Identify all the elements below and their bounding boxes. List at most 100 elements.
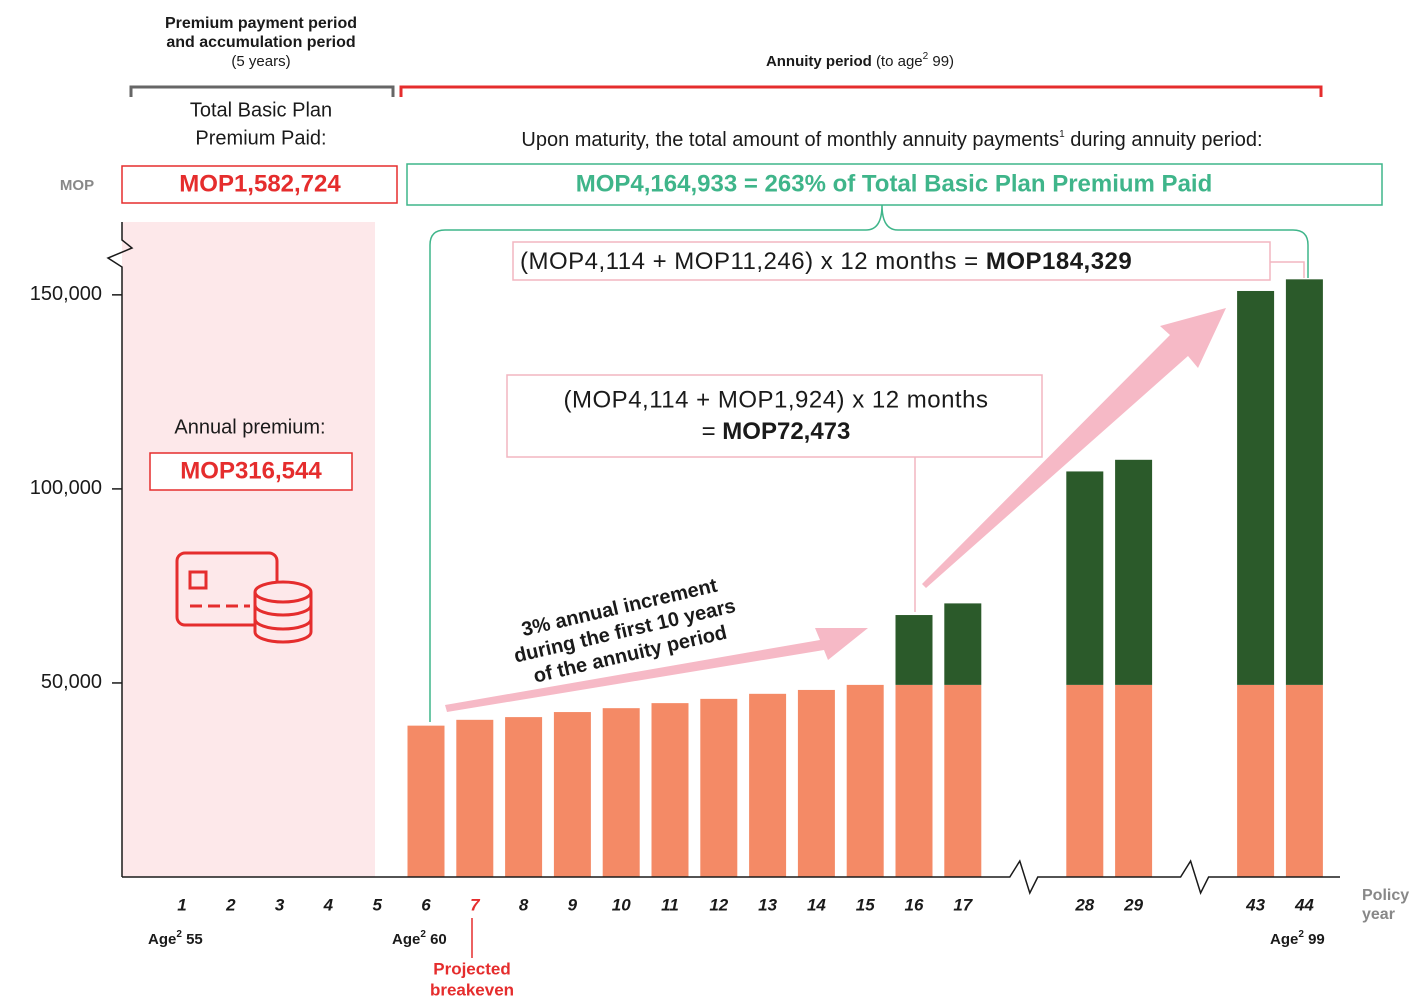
age-label: Age2 60 [392, 929, 447, 948]
y-tick-label: 100,000 [30, 477, 102, 499]
bar-segment [1237, 290, 1275, 685]
bar-segment [895, 684, 933, 877]
maturity-brace [429, 204, 1309, 722]
age: Age [148, 931, 176, 948]
payment-icon [175, 551, 313, 644]
x-tick-label: 11 [661, 895, 679, 914]
bar-segment [797, 689, 835, 877]
superscript: 2 [176, 929, 182, 940]
bar-segment [505, 717, 543, 877]
x-tick-label: 12 [709, 895, 728, 914]
formula-result: MOP72,473 [722, 418, 850, 445]
age: 55 [182, 931, 203, 948]
maturity-label: Upon maturity, the total amount of month… [521, 129, 1262, 152]
x-tick-label: 6 [421, 895, 431, 914]
annuity-age: 99) [928, 53, 954, 70]
connector [1270, 261, 1305, 278]
formula-box [506, 374, 1043, 458]
superscript: 2 [420, 929, 426, 940]
bar-segment [1285, 684, 1323, 877]
annuity-bracket [399, 85, 1323, 97]
total-paid-label: Total Basic Plan [190, 99, 332, 121]
x-tick-label: 7 [470, 895, 481, 914]
breakeven-label: Projected [433, 959, 510, 978]
formula-early: = MOP72,473 [702, 418, 851, 445]
bar-segment [700, 698, 738, 877]
annuity-age: (to age [876, 53, 923, 70]
bar-segment [1285, 279, 1323, 685]
x-tick-label: 1 [177, 895, 186, 914]
y-tick-label: 150,000 [30, 283, 102, 305]
y-tick-label: 50,000 [41, 671, 102, 693]
bar-segment [749, 693, 787, 877]
annual-premium-label: Annual premium: [174, 416, 325, 438]
x-tick-label: 43 [1245, 895, 1265, 914]
x-tick-label: 28 [1074, 895, 1094, 914]
bar-segment [1237, 684, 1275, 877]
formula-result: MOP184,329 [986, 248, 1132, 275]
bar-segment [1115, 459, 1153, 685]
bar-segment [456, 719, 494, 877]
unit-label: MOP [60, 177, 94, 194]
growth-arrow [922, 308, 1226, 588]
premium-period-years: (5 years) [231, 53, 290, 70]
age: Age [392, 931, 420, 948]
annual-premium: MOP316,544 [180, 457, 322, 484]
x-tick-label: 10 [612, 895, 631, 914]
x-tick-label: 8 [519, 895, 529, 914]
superscript: 2 [1298, 929, 1304, 940]
bar-segment [1066, 471, 1104, 685]
maturity-text: Upon maturity, the total amount of month… [521, 129, 1059, 151]
age: Age [1270, 931, 1298, 948]
bar-segment [895, 615, 933, 685]
x-tick-label: 15 [856, 895, 875, 914]
superscript: 2 [923, 51, 929, 62]
total-paid-label: Premium Paid: [195, 127, 326, 149]
x-tick-label: 3 [275, 895, 285, 914]
premium-period-title: Premium payment period [165, 15, 357, 32]
y-axis [106, 222, 134, 877]
superscript: 1 [1059, 129, 1065, 140]
x-tick-label: 14 [807, 895, 826, 914]
bar-segment [944, 603, 982, 685]
maturity-total: MOP4,164,933 = 263% of Total Basic Plan … [576, 170, 1213, 197]
maturity-text: during annuity period: [1065, 129, 1263, 151]
x-tick-label: 4 [323, 895, 334, 914]
premium-period-shade [122, 222, 375, 877]
x-tick-label: 16 [905, 895, 924, 914]
x-axis [122, 859, 1340, 895]
x-tick-label: 5 [372, 895, 382, 914]
age: 99 [1304, 931, 1325, 948]
bar-segment [651, 703, 689, 877]
annuity-period: Annuity period [766, 53, 872, 70]
formula-text: (MOP4,114 + MOP11,246) x 12 months = [520, 248, 986, 275]
age-label: Age2 99 [1270, 929, 1325, 948]
x-tick-label: 29 [1123, 895, 1143, 914]
bar-segment [602, 708, 640, 877]
breakeven-label: breakeven [430, 980, 514, 999]
x-tick-label: 2 [225, 895, 236, 914]
bar-segment [407, 725, 445, 877]
maturity-box [406, 163, 1383, 206]
x-tick-label: 17 [953, 895, 973, 914]
x-axis-label: year [1362, 906, 1395, 923]
total-paid-box [121, 165, 398, 204]
age-label: Age2 55 [148, 929, 203, 948]
bar-segment [1066, 684, 1104, 877]
annual-premium-box [149, 452, 353, 491]
x-tick-label: 9 [568, 895, 578, 914]
x-tick-label: 44 [1294, 895, 1314, 914]
bar-segment [1115, 684, 1153, 877]
premium-bracket [129, 85, 395, 97]
age: 60 [426, 931, 447, 948]
formula-late: (MOP4,114 + MOP11,246) x 12 months = MOP… [520, 248, 1132, 275]
formula-early: (MOP4,114 + MOP1,924) x 12 months [564, 386, 989, 413]
bar-segment [846, 684, 884, 877]
formula-box [512, 241, 1271, 281]
formula-text: = [702, 418, 723, 445]
bar-segment [553, 712, 591, 877]
x-axis-label: Policy [1362, 887, 1409, 904]
annuity-period-title: Annuity period (to age2 99) [766, 51, 954, 70]
premium-period-title: and accumulation period [166, 34, 355, 51]
increment-label: 3% annual increment during the first 10 … [512, 575, 738, 688]
